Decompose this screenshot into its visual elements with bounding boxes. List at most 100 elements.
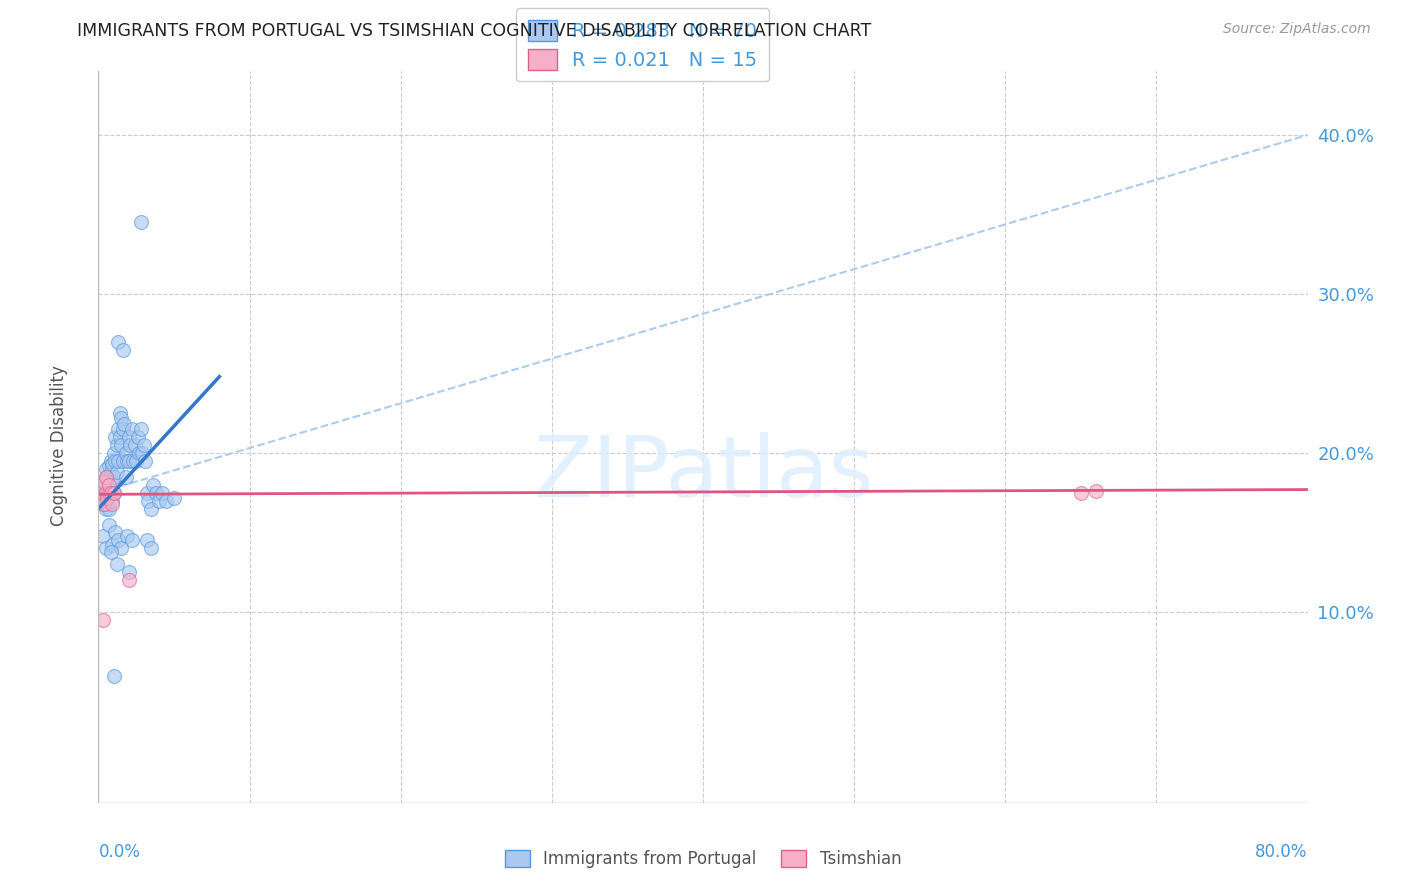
Point <box>96 485 118 500</box>
Point <box>112 417 135 432</box>
Point <box>98 481 121 495</box>
Point <box>128 446 150 460</box>
Point <box>118 573 141 587</box>
Point <box>108 430 131 444</box>
Point <box>100 454 122 468</box>
Point <box>93 475 115 489</box>
Point <box>103 485 125 500</box>
Point <box>91 613 114 627</box>
Point <box>142 477 165 491</box>
Point <box>107 334 129 349</box>
Point <box>96 491 118 505</box>
Point <box>94 481 117 495</box>
Point <box>94 485 117 500</box>
Point <box>131 446 153 460</box>
Point <box>101 493 124 508</box>
Point <box>98 485 121 500</box>
Point <box>90 493 112 508</box>
Point <box>98 458 121 473</box>
Point <box>103 446 125 460</box>
Point <box>163 491 186 505</box>
Point <box>103 485 125 500</box>
Point <box>111 454 134 468</box>
Point <box>114 470 136 484</box>
Point <box>90 485 112 500</box>
Point <box>120 438 142 452</box>
Point <box>136 493 159 508</box>
Point <box>124 438 146 452</box>
Point <box>96 470 118 484</box>
Point <box>127 430 149 444</box>
Text: Cognitive Disability: Cognitive Disability <box>51 366 67 526</box>
Text: 0.0%: 0.0% <box>98 843 141 861</box>
Text: Source: ZipAtlas.com: Source: ZipAtlas.com <box>1223 22 1371 37</box>
Point <box>134 454 156 468</box>
Point <box>98 501 121 516</box>
Point <box>105 558 128 572</box>
Point <box>100 465 122 479</box>
Point <box>91 477 114 491</box>
Point <box>107 422 129 436</box>
Point <box>111 422 134 436</box>
Point <box>118 454 141 468</box>
Point <box>110 541 132 556</box>
Point <box>94 541 117 556</box>
Point <box>121 422 143 436</box>
Point <box>110 411 132 425</box>
Point <box>91 497 114 511</box>
Point <box>98 477 121 491</box>
Point <box>115 454 138 468</box>
Point <box>125 454 148 468</box>
Point <box>115 529 138 543</box>
Point <box>93 473 115 487</box>
Point <box>107 533 129 548</box>
Text: 80.0%: 80.0% <box>1256 843 1308 861</box>
Point <box>103 470 125 484</box>
Point <box>135 485 157 500</box>
Point <box>91 529 114 543</box>
Text: ZIPatlas: ZIPatlas <box>533 432 873 516</box>
Text: IMMIGRANTS FROM PORTUGAL VS TSIMSHIAN COGNITIVE DISABILITY CORRELATION CHART: IMMIGRANTS FROM PORTUGAL VS TSIMSHIAN CO… <box>77 22 872 40</box>
Point <box>145 485 167 500</box>
Point <box>108 406 131 420</box>
Point <box>155 493 177 508</box>
Point <box>101 497 124 511</box>
Point <box>129 422 152 436</box>
Point <box>100 485 122 500</box>
Point <box>104 430 127 444</box>
Point <box>101 475 124 489</box>
Point <box>114 446 136 460</box>
Point <box>94 501 117 516</box>
Point <box>150 485 173 500</box>
Point <box>122 454 145 468</box>
Point <box>104 525 127 540</box>
Point <box>100 485 122 500</box>
Point <box>100 544 122 558</box>
Point <box>105 465 128 479</box>
Point <box>105 438 128 452</box>
Point <box>111 343 134 357</box>
Point <box>110 438 132 452</box>
Point <box>104 454 127 468</box>
Point <box>148 493 170 508</box>
Point <box>93 497 115 511</box>
Point <box>118 430 141 444</box>
Legend: R = 0.283   N = 70, R = 0.021   N = 15: R = 0.283 N = 70, R = 0.021 N = 15 <box>516 8 769 81</box>
Point <box>118 566 141 580</box>
Point <box>103 668 125 682</box>
Point <box>141 501 163 516</box>
Point <box>93 491 115 505</box>
Point <box>135 533 157 548</box>
Point <box>141 541 163 556</box>
Point <box>107 454 129 468</box>
Point <box>132 438 155 452</box>
Point <box>1085 484 1108 499</box>
Point <box>98 517 121 532</box>
Point <box>121 533 143 548</box>
Point <box>101 538 124 552</box>
Point <box>101 457 124 471</box>
Point <box>96 497 118 511</box>
Point <box>91 477 114 491</box>
Point <box>129 215 152 229</box>
Point <box>1070 485 1092 500</box>
